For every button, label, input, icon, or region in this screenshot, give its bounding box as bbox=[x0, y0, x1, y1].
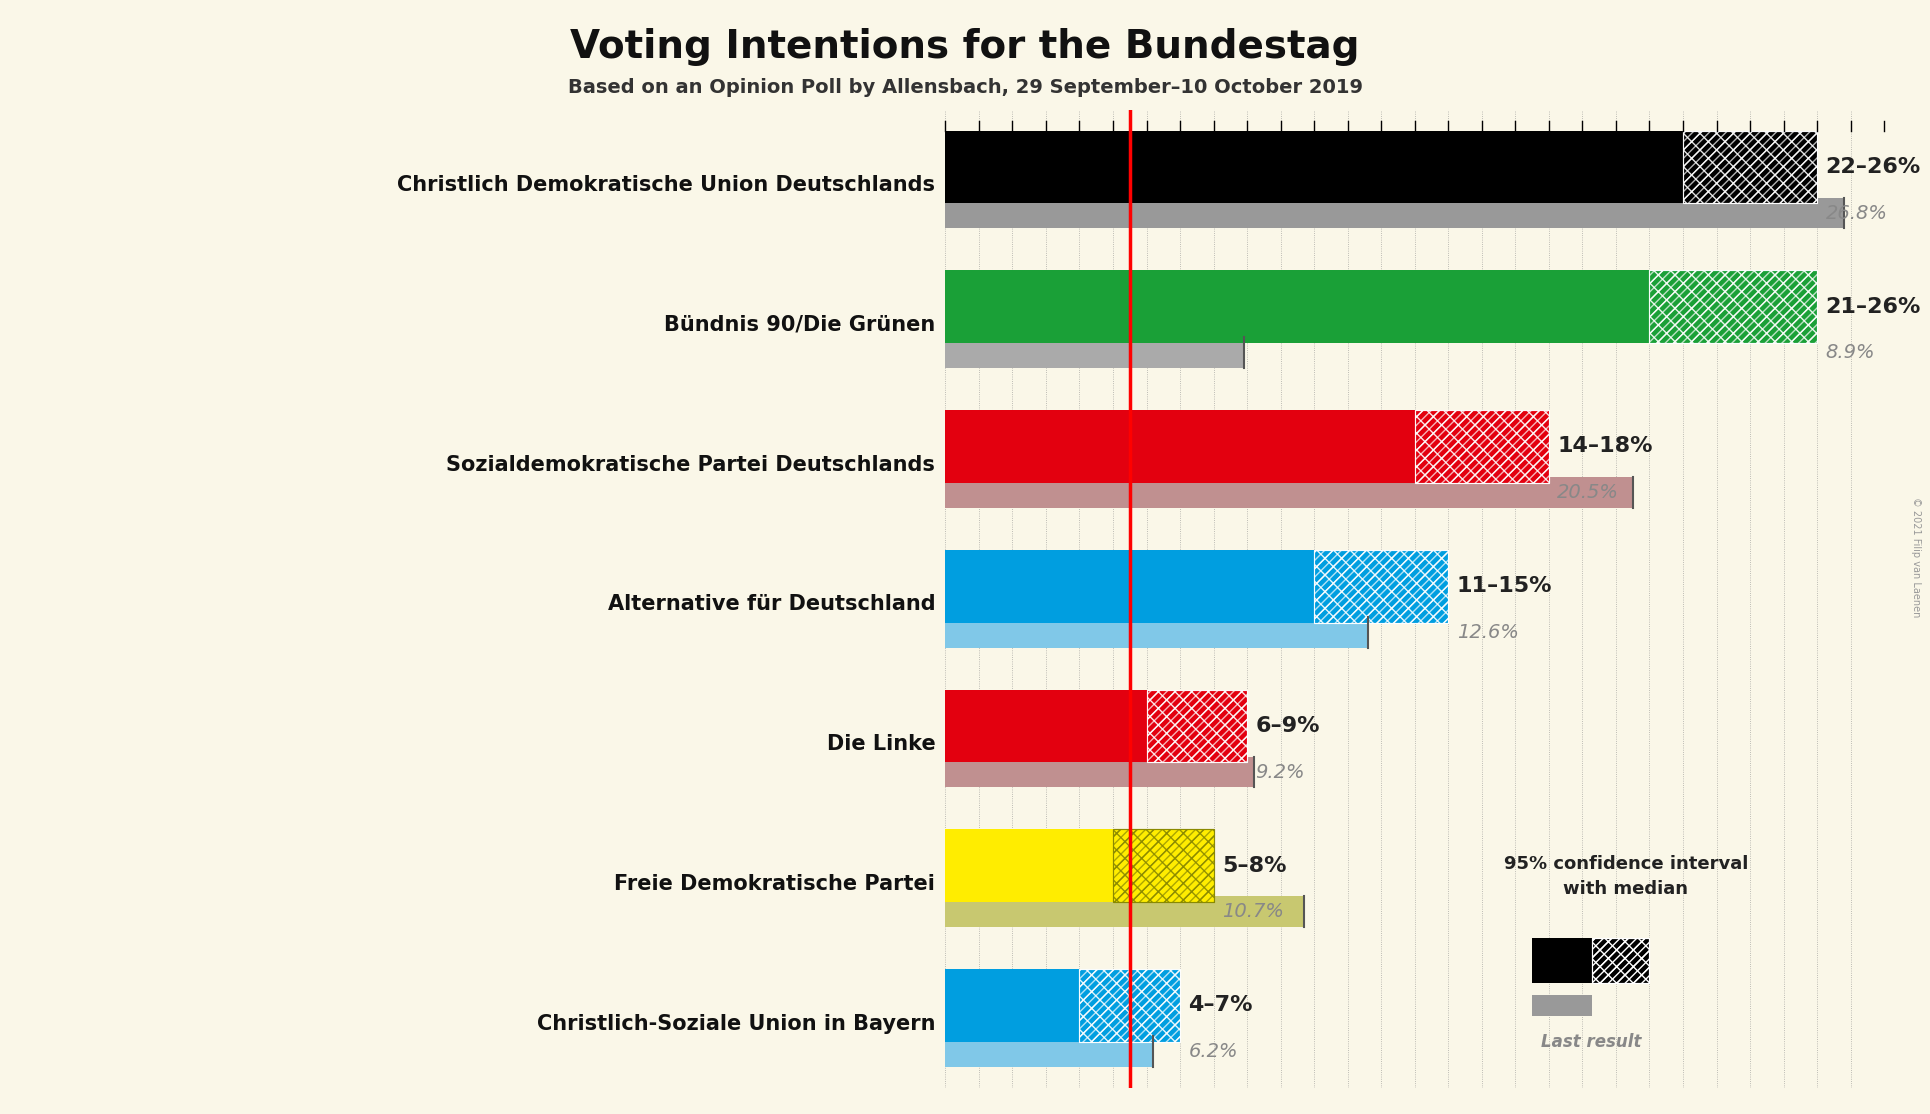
Text: Sozialdemokratische Partei Deutschlands: Sozialdemokratische Partei Deutschlands bbox=[446, 455, 936, 475]
Bar bbox=[946, 197, 1843, 228]
Text: 6.2%: 6.2% bbox=[1189, 1042, 1237, 1061]
Bar bbox=[946, 829, 1114, 902]
Bar bbox=[1079, 969, 1179, 1042]
Text: 22–26%: 22–26% bbox=[1826, 157, 1920, 177]
Text: 5–8%: 5–8% bbox=[1222, 856, 1287, 876]
Bar bbox=[946, 1036, 1154, 1067]
Text: Alternative für Deutschland: Alternative für Deutschland bbox=[608, 595, 936, 614]
Bar bbox=[1683, 130, 1818, 204]
Text: 20.5%: 20.5% bbox=[1558, 483, 1619, 502]
Bar bbox=[1650, 271, 1818, 343]
Text: Bündnis 90/Die Grünen: Bündnis 90/Die Grünen bbox=[664, 315, 936, 335]
Bar bbox=[1592, 938, 1650, 983]
Bar bbox=[1415, 410, 1550, 482]
Bar bbox=[1650, 271, 1818, 343]
Text: 26.8%: 26.8% bbox=[1826, 204, 1888, 223]
Text: Die Linke: Die Linke bbox=[826, 734, 936, 754]
Text: 95% confidence interval
with median: 95% confidence interval with median bbox=[1503, 854, 1749, 898]
Text: Christlich-Soziale Union in Bayern: Christlich-Soziale Union in Bayern bbox=[537, 1014, 936, 1034]
Bar bbox=[946, 550, 1314, 623]
Text: 4–7%: 4–7% bbox=[1189, 996, 1253, 1016]
Bar bbox=[1314, 550, 1448, 623]
Bar bbox=[1114, 829, 1214, 902]
Text: Based on an Opinion Poll by Allensbach, 29 September–10 October 2019: Based on an Opinion Poll by Allensbach, … bbox=[567, 78, 1363, 97]
Text: Christlich Demokratische Union Deutschlands: Christlich Demokratische Union Deutschla… bbox=[398, 175, 936, 195]
Text: Voting Intentions for the Bundestag: Voting Intentions for the Bundestag bbox=[569, 28, 1361, 66]
Text: 14–18%: 14–18% bbox=[1558, 437, 1652, 457]
Bar bbox=[1532, 938, 1592, 983]
Bar bbox=[946, 969, 1079, 1042]
Bar bbox=[1683, 130, 1818, 204]
Bar bbox=[946, 410, 1415, 482]
Text: 11–15%: 11–15% bbox=[1457, 576, 1552, 596]
Bar bbox=[946, 897, 1305, 927]
Bar bbox=[1314, 550, 1448, 623]
Bar bbox=[1415, 410, 1550, 482]
Text: 6–9%: 6–9% bbox=[1256, 716, 1320, 736]
Bar bbox=[1114, 829, 1214, 902]
Bar bbox=[1146, 690, 1247, 762]
Text: Freie Demokratische Partei: Freie Demokratische Partei bbox=[614, 873, 936, 893]
Bar bbox=[1683, 130, 1818, 204]
Bar bbox=[1415, 410, 1550, 482]
Bar bbox=[1114, 829, 1214, 902]
Bar bbox=[946, 338, 1243, 369]
Bar bbox=[1146, 690, 1247, 762]
Bar bbox=[1650, 271, 1818, 343]
Bar bbox=[1146, 690, 1247, 762]
Bar bbox=[946, 130, 1683, 204]
Bar bbox=[1532, 995, 1592, 1016]
Text: 9.2%: 9.2% bbox=[1256, 763, 1305, 782]
Bar bbox=[946, 617, 1368, 647]
Bar bbox=[1079, 969, 1179, 1042]
Text: 8.9%: 8.9% bbox=[1826, 343, 1874, 362]
Bar bbox=[1592, 938, 1650, 983]
Text: Last result: Last result bbox=[1540, 1034, 1640, 1052]
Bar bbox=[1592, 938, 1650, 983]
Text: 12.6%: 12.6% bbox=[1457, 623, 1519, 642]
Bar bbox=[946, 690, 1146, 762]
Bar bbox=[1079, 969, 1179, 1042]
Bar bbox=[946, 756, 1254, 788]
Bar bbox=[1314, 550, 1448, 623]
Text: 10.7%: 10.7% bbox=[1222, 902, 1283, 921]
Text: 21–26%: 21–26% bbox=[1826, 296, 1920, 316]
Bar bbox=[946, 271, 1650, 343]
Bar bbox=[946, 477, 1633, 508]
Text: © 2021 Filip van Laenen: © 2021 Filip van Laenen bbox=[1911, 497, 1922, 617]
